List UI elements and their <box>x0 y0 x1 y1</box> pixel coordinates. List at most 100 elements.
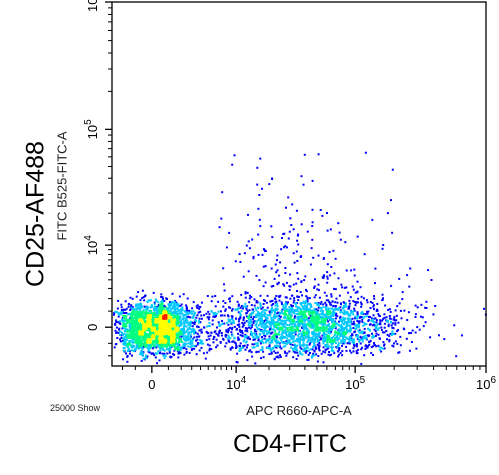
event-dot <box>115 326 118 329</box>
event-dot <box>261 322 264 325</box>
event-dot <box>329 301 332 304</box>
event-dot <box>219 341 222 343</box>
event-dot <box>152 314 155 317</box>
event-dot <box>153 336 156 339</box>
event-dot <box>243 336 246 339</box>
event-dot <box>410 332 413 334</box>
event-dot <box>187 311 190 314</box>
event-dot <box>396 342 399 345</box>
event-dot <box>348 305 351 308</box>
event-dot <box>119 338 121 341</box>
event-dot <box>169 317 172 320</box>
event-dot <box>248 247 251 250</box>
event-dot <box>305 295 308 298</box>
event-dot <box>328 328 331 331</box>
event-dot <box>296 290 299 292</box>
event-dot <box>386 212 389 215</box>
event-dot <box>126 343 129 346</box>
event-dot <box>311 314 314 316</box>
event-dot <box>268 310 271 313</box>
event-dot <box>344 317 347 320</box>
event-dot <box>156 362 158 365</box>
event-dot <box>346 317 349 320</box>
event-dot <box>385 316 388 319</box>
event-dot <box>185 337 188 339</box>
event-dot <box>311 312 314 315</box>
event-dot <box>290 224 293 226</box>
event-dot <box>338 353 341 356</box>
event-dot <box>284 328 287 331</box>
event-dot <box>362 297 365 300</box>
event-dot <box>289 313 292 316</box>
event-dot <box>274 352 277 354</box>
event-dot <box>185 351 188 353</box>
event-dot <box>346 337 349 340</box>
event-dot <box>239 316 242 319</box>
event-dot <box>297 243 300 246</box>
event-dot <box>300 304 303 307</box>
event-dot <box>275 334 278 337</box>
event-dot <box>376 323 379 326</box>
event-dot <box>259 312 261 315</box>
event-dot <box>165 322 167 325</box>
event-dot <box>225 329 228 332</box>
event-dot <box>368 328 371 331</box>
event-dot <box>334 314 337 317</box>
event-dot <box>393 342 395 345</box>
event-dot <box>256 314 259 317</box>
event-dot <box>277 324 280 326</box>
event-dot <box>377 344 380 347</box>
event-dot <box>324 336 327 339</box>
event-dot <box>246 359 249 362</box>
event-dot <box>348 302 351 305</box>
event-dot <box>381 331 384 334</box>
event-dot <box>303 316 306 319</box>
event-dot <box>160 319 163 322</box>
event-dot <box>327 334 330 337</box>
event-dot <box>277 340 279 343</box>
event-dot <box>271 339 274 342</box>
event-dot <box>260 357 262 360</box>
event-dot <box>461 334 463 337</box>
event-dot <box>129 309 132 311</box>
event-dot <box>258 315 261 318</box>
event-dot <box>285 206 287 209</box>
event-dot <box>139 352 142 355</box>
event-dot <box>182 328 185 330</box>
event-dot <box>292 308 295 311</box>
event-dot <box>356 235 359 238</box>
event-dot <box>151 305 154 308</box>
event-dot <box>156 310 159 313</box>
event-dot <box>121 310 124 313</box>
event-dot <box>324 345 327 348</box>
event-dot <box>167 325 170 328</box>
event-dot <box>162 334 165 337</box>
event-dot <box>187 323 190 326</box>
event-dot <box>249 324 252 327</box>
event-dot <box>345 286 348 289</box>
event-dot <box>368 341 371 344</box>
event-dot <box>218 324 221 327</box>
event-dot <box>214 315 216 318</box>
event-dot <box>317 309 320 312</box>
event-dot <box>307 349 310 352</box>
event-dot <box>165 344 168 347</box>
event-dot <box>299 291 302 294</box>
event-dot <box>305 336 308 339</box>
event-dot <box>166 334 169 337</box>
event-dot <box>288 306 291 309</box>
event-dot <box>311 331 313 334</box>
event-dot <box>422 325 425 328</box>
event-dot <box>357 337 360 340</box>
event-dot <box>177 321 180 323</box>
event-dot <box>294 343 297 346</box>
event-dot <box>288 317 291 320</box>
event-dot <box>214 305 217 308</box>
event-dot <box>349 349 351 352</box>
event-dot <box>227 318 230 321</box>
event-dot <box>360 303 363 306</box>
event-dot <box>332 324 335 327</box>
event-dot <box>148 317 151 320</box>
event-dot <box>346 311 348 314</box>
event-dot <box>182 331 185 334</box>
